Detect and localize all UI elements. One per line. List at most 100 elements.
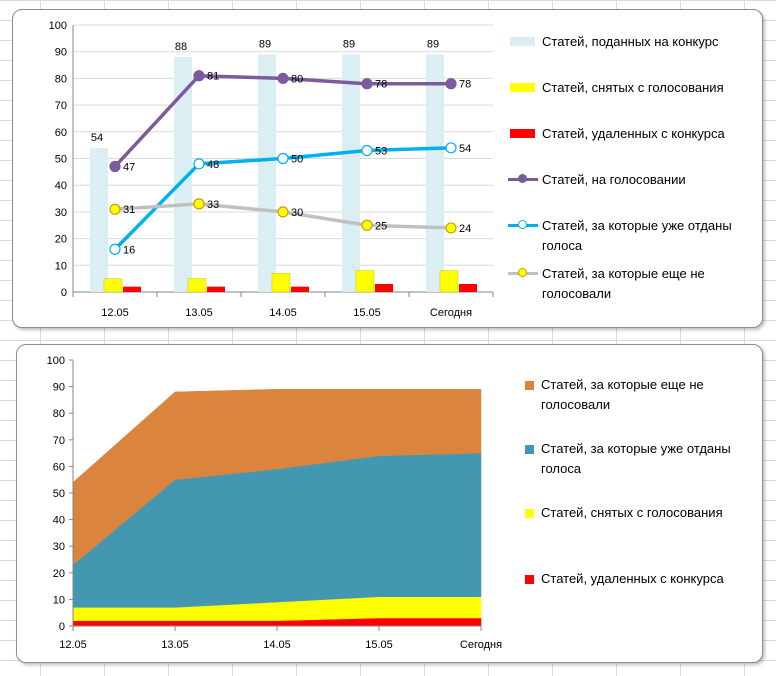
- line-data-label: 54: [459, 143, 471, 155]
- area-chart-legend: Статей, за которые еще не голосовали Стат…: [523, 375, 758, 635]
- line-data-label: 16: [123, 244, 135, 256]
- legend-item: Статей, удаленных с конкурса: [523, 569, 757, 589]
- y-tick-label: 50: [53, 488, 65, 500]
- line-data-label: 78: [459, 79, 471, 91]
- line-marker: [109, 243, 121, 255]
- bar-withdrawn: [103, 278, 123, 293]
- line-marker: [361, 144, 373, 157]
- line-marker: [109, 160, 121, 173]
- bar-withdrawn: [355, 270, 375, 293]
- bar-data-label: 89: [259, 38, 271, 50]
- x-tick-label: 12.05: [59, 639, 87, 651]
- bar-data-label: 89: [427, 38, 439, 50]
- bar-removed: [459, 283, 477, 292]
- combo-chart-plot: 0 10 20 30 40 50 60 70 80 90 100 12.05 13.05 14.05 15.…: [49, 20, 494, 319]
- line-data-label: 53: [375, 145, 387, 157]
- y-tick-label: 30: [53, 541, 65, 553]
- legend-swatch: [523, 375, 539, 395]
- legend-swatch: [523, 569, 539, 589]
- legend-item: Статей, за которые еще не голосовали: [508, 264, 758, 304]
- line-data-label: 80: [291, 73, 303, 85]
- bar-data-label: 54: [91, 132, 103, 144]
- bar-data-label: 88: [175, 41, 187, 53]
- bar-removed: [291, 286, 309, 292]
- y-tick-label: 50: [55, 154, 67, 166]
- line-data-label: 50: [291, 154, 303, 166]
- line-data-label: 81: [207, 71, 219, 83]
- y-tick-label: 30: [55, 207, 67, 219]
- bar-data-label: 89: [343, 38, 355, 50]
- line-marker: [361, 219, 373, 231]
- y-tick-label: 10: [53, 594, 65, 606]
- legend-swatch: [508, 32, 538, 52]
- legend-swatch: [523, 439, 539, 459]
- line-marker: [193, 70, 205, 82]
- y-tick-label: 20: [53, 568, 65, 580]
- y-tick-label: 80: [53, 408, 65, 420]
- x-tick-label: 13.05: [185, 307, 213, 319]
- y-tick-label: 60: [55, 127, 67, 139]
- bar-submitted: [90, 147, 108, 292]
- line-marker: [445, 78, 457, 90]
- bar-removed: [123, 286, 141, 292]
- bar-withdrawn: [439, 270, 459, 293]
- legend-swatch: [508, 264, 538, 284]
- y-tick-label: 40: [53, 515, 65, 527]
- x-tick-label: 14.05: [269, 307, 297, 319]
- area-chart-panel[interactable]: 0 10 20 30 40 50 60 70 80 90 100 12.05 13.05 14.05 15.…: [16, 344, 763, 663]
- line-data-label: 47: [123, 162, 135, 174]
- legend-label: Статей, на голосовании: [542, 172, 686, 187]
- y-tick-label: 100: [47, 355, 65, 367]
- legend-label: Статей, снятых с голосования: [541, 505, 723, 520]
- line-data-label: 33: [207, 199, 219, 211]
- x-tick-label: 15.05: [353, 307, 381, 319]
- legend-item: Статей, снятых с голосования: [508, 78, 758, 98]
- line-data-label: 31: [123, 204, 135, 216]
- legend-label: Статей, за которые еще не голосовали: [541, 377, 704, 412]
- legend-label: Статей, удаленных с конкурса: [541, 571, 724, 586]
- legend-item: Статей, удаленных с конкурса: [508, 124, 758, 144]
- combo-chart-panel[interactable]: 0 10 20 30 40 50 60 70 80 90 100 12.05 13.05 14.05 15.…: [12, 9, 763, 328]
- y-tick-label: 70: [53, 435, 65, 447]
- y-tick-label: 10: [55, 260, 67, 272]
- bar-submitted: [174, 57, 192, 292]
- y-tick-label: 0: [61, 287, 67, 299]
- line-marker: [277, 152, 289, 165]
- line-marker: [277, 206, 289, 218]
- x-tick-label: Сегодня: [460, 639, 502, 651]
- x-tick-label: 13.05: [161, 639, 189, 651]
- legend-swatch: [508, 124, 538, 144]
- legend-label: Статей, за которые уже отданы голоса: [542, 218, 732, 253]
- line-marker: [193, 158, 205, 170]
- line-data-label: 24: [459, 223, 471, 235]
- legend-swatch: [508, 170, 538, 190]
- line-data-label: 30: [291, 207, 303, 219]
- y-tick-label: 40: [55, 180, 67, 192]
- y-tick-label: 60: [53, 461, 65, 473]
- legend-item: Статей, за которые уже отданы голоса: [508, 216, 758, 256]
- bar-withdrawn: [187, 278, 207, 293]
- legend-swatch: [508, 216, 538, 236]
- legend-label: Статей, за которые еще не голосовали: [542, 266, 705, 301]
- line-marker: [445, 222, 457, 234]
- legend-label: Статей, удаленных с конкурса: [542, 126, 725, 141]
- legend-label: Статей, за которые уже отданы голоса: [541, 441, 731, 476]
- legend-item: Статей, на голосовании: [508, 170, 758, 190]
- combo-chart-legend: Статей, поданных на конкурс Статей, сняты…: [508, 32, 758, 317]
- y-tick-label: 20: [55, 234, 67, 246]
- line-data-label: 25: [375, 220, 387, 232]
- area-not-voted: [72, 389, 482, 566]
- y-tick-label: 0: [59, 621, 65, 633]
- x-tick-label: Сегодня: [430, 307, 472, 319]
- legend-item: Статей, снятых с голосования: [523, 503, 757, 523]
- y-tick-label: 70: [55, 100, 67, 112]
- legend-item: Статей, за которые уже отданы голоса: [523, 439, 757, 479]
- line-data-label: 48: [207, 159, 219, 171]
- bar-submitted: [426, 54, 444, 293]
- line-marker: [193, 198, 205, 210]
- bar-withdrawn: [271, 273, 291, 293]
- x-tick-label: 12.05: [101, 307, 129, 319]
- legend-item: Статей, поданных на конкурс: [508, 32, 758, 52]
- bar-removed: [207, 286, 225, 292]
- legend-swatch: [508, 78, 538, 98]
